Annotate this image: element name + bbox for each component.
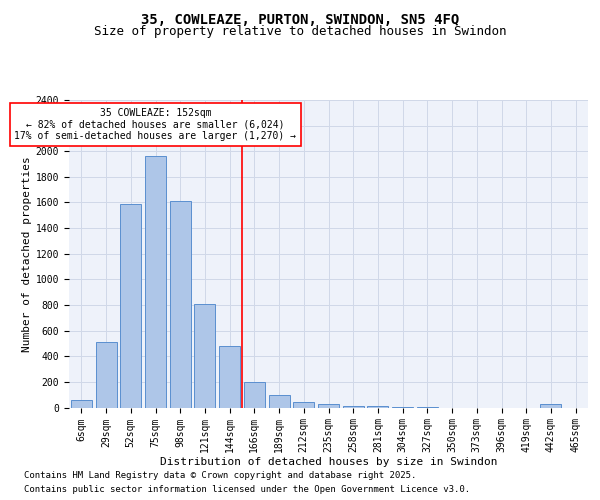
Bar [318, 404, 339, 407]
Text: Contains public sector information licensed under the Open Government Licence v3: Contains public sector information licen… [24, 485, 470, 494]
Bar [71, 400, 92, 407]
Bar [343, 406, 364, 407]
Bar [120, 204, 141, 408]
Text: 35 COWLEAZE: 152sqm
← 82% of detached houses are smaller (6,024)
17% of semi-det: 35 COWLEAZE: 152sqm ← 82% of detached ho… [14, 108, 296, 141]
Bar [244, 382, 265, 407]
X-axis label: Distribution of detached houses by size in Swindon: Distribution of detached houses by size … [160, 456, 497, 466]
Bar [293, 402, 314, 407]
Y-axis label: Number of detached properties: Number of detached properties [22, 156, 32, 352]
Bar [541, 404, 562, 407]
Bar [145, 156, 166, 408]
Bar [269, 396, 290, 407]
Bar [194, 304, 215, 408]
Bar [392, 407, 413, 408]
Text: Size of property relative to detached houses in Swindon: Size of property relative to detached ho… [94, 25, 506, 38]
Bar [170, 201, 191, 408]
Bar [95, 342, 116, 407]
Bar [417, 407, 438, 408]
Bar [367, 406, 388, 407]
Bar [219, 346, 240, 408]
Text: 35, COWLEAZE, PURTON, SWINDON, SN5 4FQ: 35, COWLEAZE, PURTON, SWINDON, SN5 4FQ [141, 12, 459, 26]
Text: Contains HM Land Registry data © Crown copyright and database right 2025.: Contains HM Land Registry data © Crown c… [24, 471, 416, 480]
